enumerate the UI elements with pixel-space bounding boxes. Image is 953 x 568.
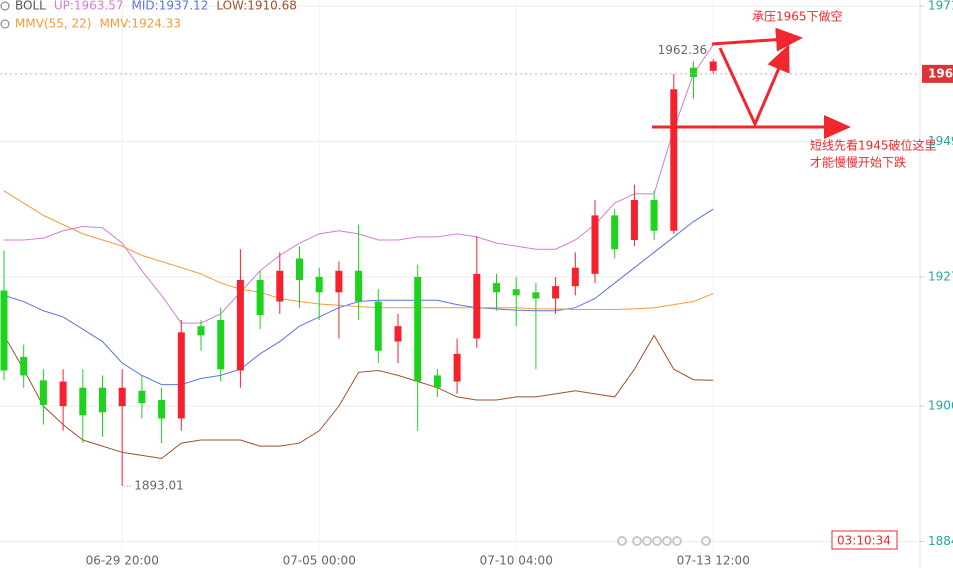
legend: BOLL UP:1963.57 MID:1937.12 LOW:1910.68 MMV(…: [0, 0, 297, 31]
y-tick-label: 1927: [928, 269, 953, 283]
candle-body: [512, 289, 520, 296]
legend-entry: BOLL: [15, 0, 46, 13]
legend-entry: MID:1937.12: [132, 0, 209, 13]
candle-body: [296, 258, 303, 280]
candle-body: [39, 380, 47, 405]
candle-body: [552, 286, 560, 299]
candle-body: [414, 276, 422, 382]
indicator-line: [3, 334, 714, 459]
candle-body: [690, 67, 697, 77]
y-tick-label: 1949: [928, 134, 953, 148]
legend-icon: [0, 19, 10, 29]
candle-body: [611, 215, 619, 250]
candle-body: [532, 292, 540, 299]
x-tick-label: 07-05 00:00: [283, 554, 356, 568]
candle-body: [650, 200, 658, 231]
toolbar-icons: [617, 536, 711, 546]
grid: [0, 0, 924, 550]
countdown-box: [831, 530, 898, 550]
plot: 1962.36 1893.01: [0, 43, 920, 493]
current-price-label: 1960: [928, 66, 953, 80]
high-label: 1962.36: [658, 43, 708, 57]
annotation: 短线先看1945破位这里: [810, 138, 937, 153]
legend-entry: UP:1963.57: [54, 0, 124, 13]
legend-entry: MMV(55, 22): [15, 17, 91, 31]
candle-body: [118, 387, 126, 407]
candle-body: [709, 61, 717, 71]
candle-body: [394, 326, 402, 342]
candle-body: [217, 320, 225, 370]
legend-icon: [0, 1, 10, 11]
candle-body: [315, 276, 323, 293]
candle-body: [177, 332, 185, 419]
current-price-tag: [922, 64, 953, 83]
x-tick-label: 07-13 12:00: [677, 554, 750, 568]
candle-body: [670, 89, 678, 231]
candle-body: [236, 280, 244, 371]
x-tick-label: 07-10 04:00: [480, 554, 553, 568]
arrow: [718, 44, 790, 128]
candle-body: [433, 375, 441, 388]
candle-body: [591, 215, 599, 274]
candle-body: [571, 267, 579, 287]
candle-body: [20, 356, 28, 376]
y-tick-label: 1906: [928, 399, 953, 413]
candle-body: [79, 387, 87, 416]
candle-body: [256, 280, 264, 316]
candle-body: [335, 270, 343, 293]
candle-body: [493, 283, 500, 293]
candle-body: [276, 270, 284, 302]
annotation: 承压1965下做空: [752, 9, 843, 24]
candle-body: [0, 290, 8, 371]
low-label: 1893.01: [134, 479, 184, 493]
candle-body: [630, 200, 638, 240]
legend-entry: LOW:1910.68: [216, 0, 297, 13]
candle-body: [374, 301, 382, 351]
y-tick-label: 1884: [928, 534, 953, 548]
candle-body: [59, 381, 67, 407]
candle-body: [138, 390, 146, 404]
countdown: 03:10:34: [837, 534, 891, 548]
x-tick-label: 06-29 20:00: [86, 554, 159, 568]
arrow: [711, 27, 803, 52]
annotation: 才能慢慢开始下跌: [810, 155, 906, 170]
legend-entry: MMV:1924.33: [99, 17, 181, 31]
candle-body: [453, 353, 461, 382]
candle-body: [473, 273, 481, 339]
candle-body: [99, 387, 106, 413]
candle-body: [158, 400, 166, 419]
candle-body: [197, 326, 205, 336]
candle-body: [355, 270, 363, 302]
